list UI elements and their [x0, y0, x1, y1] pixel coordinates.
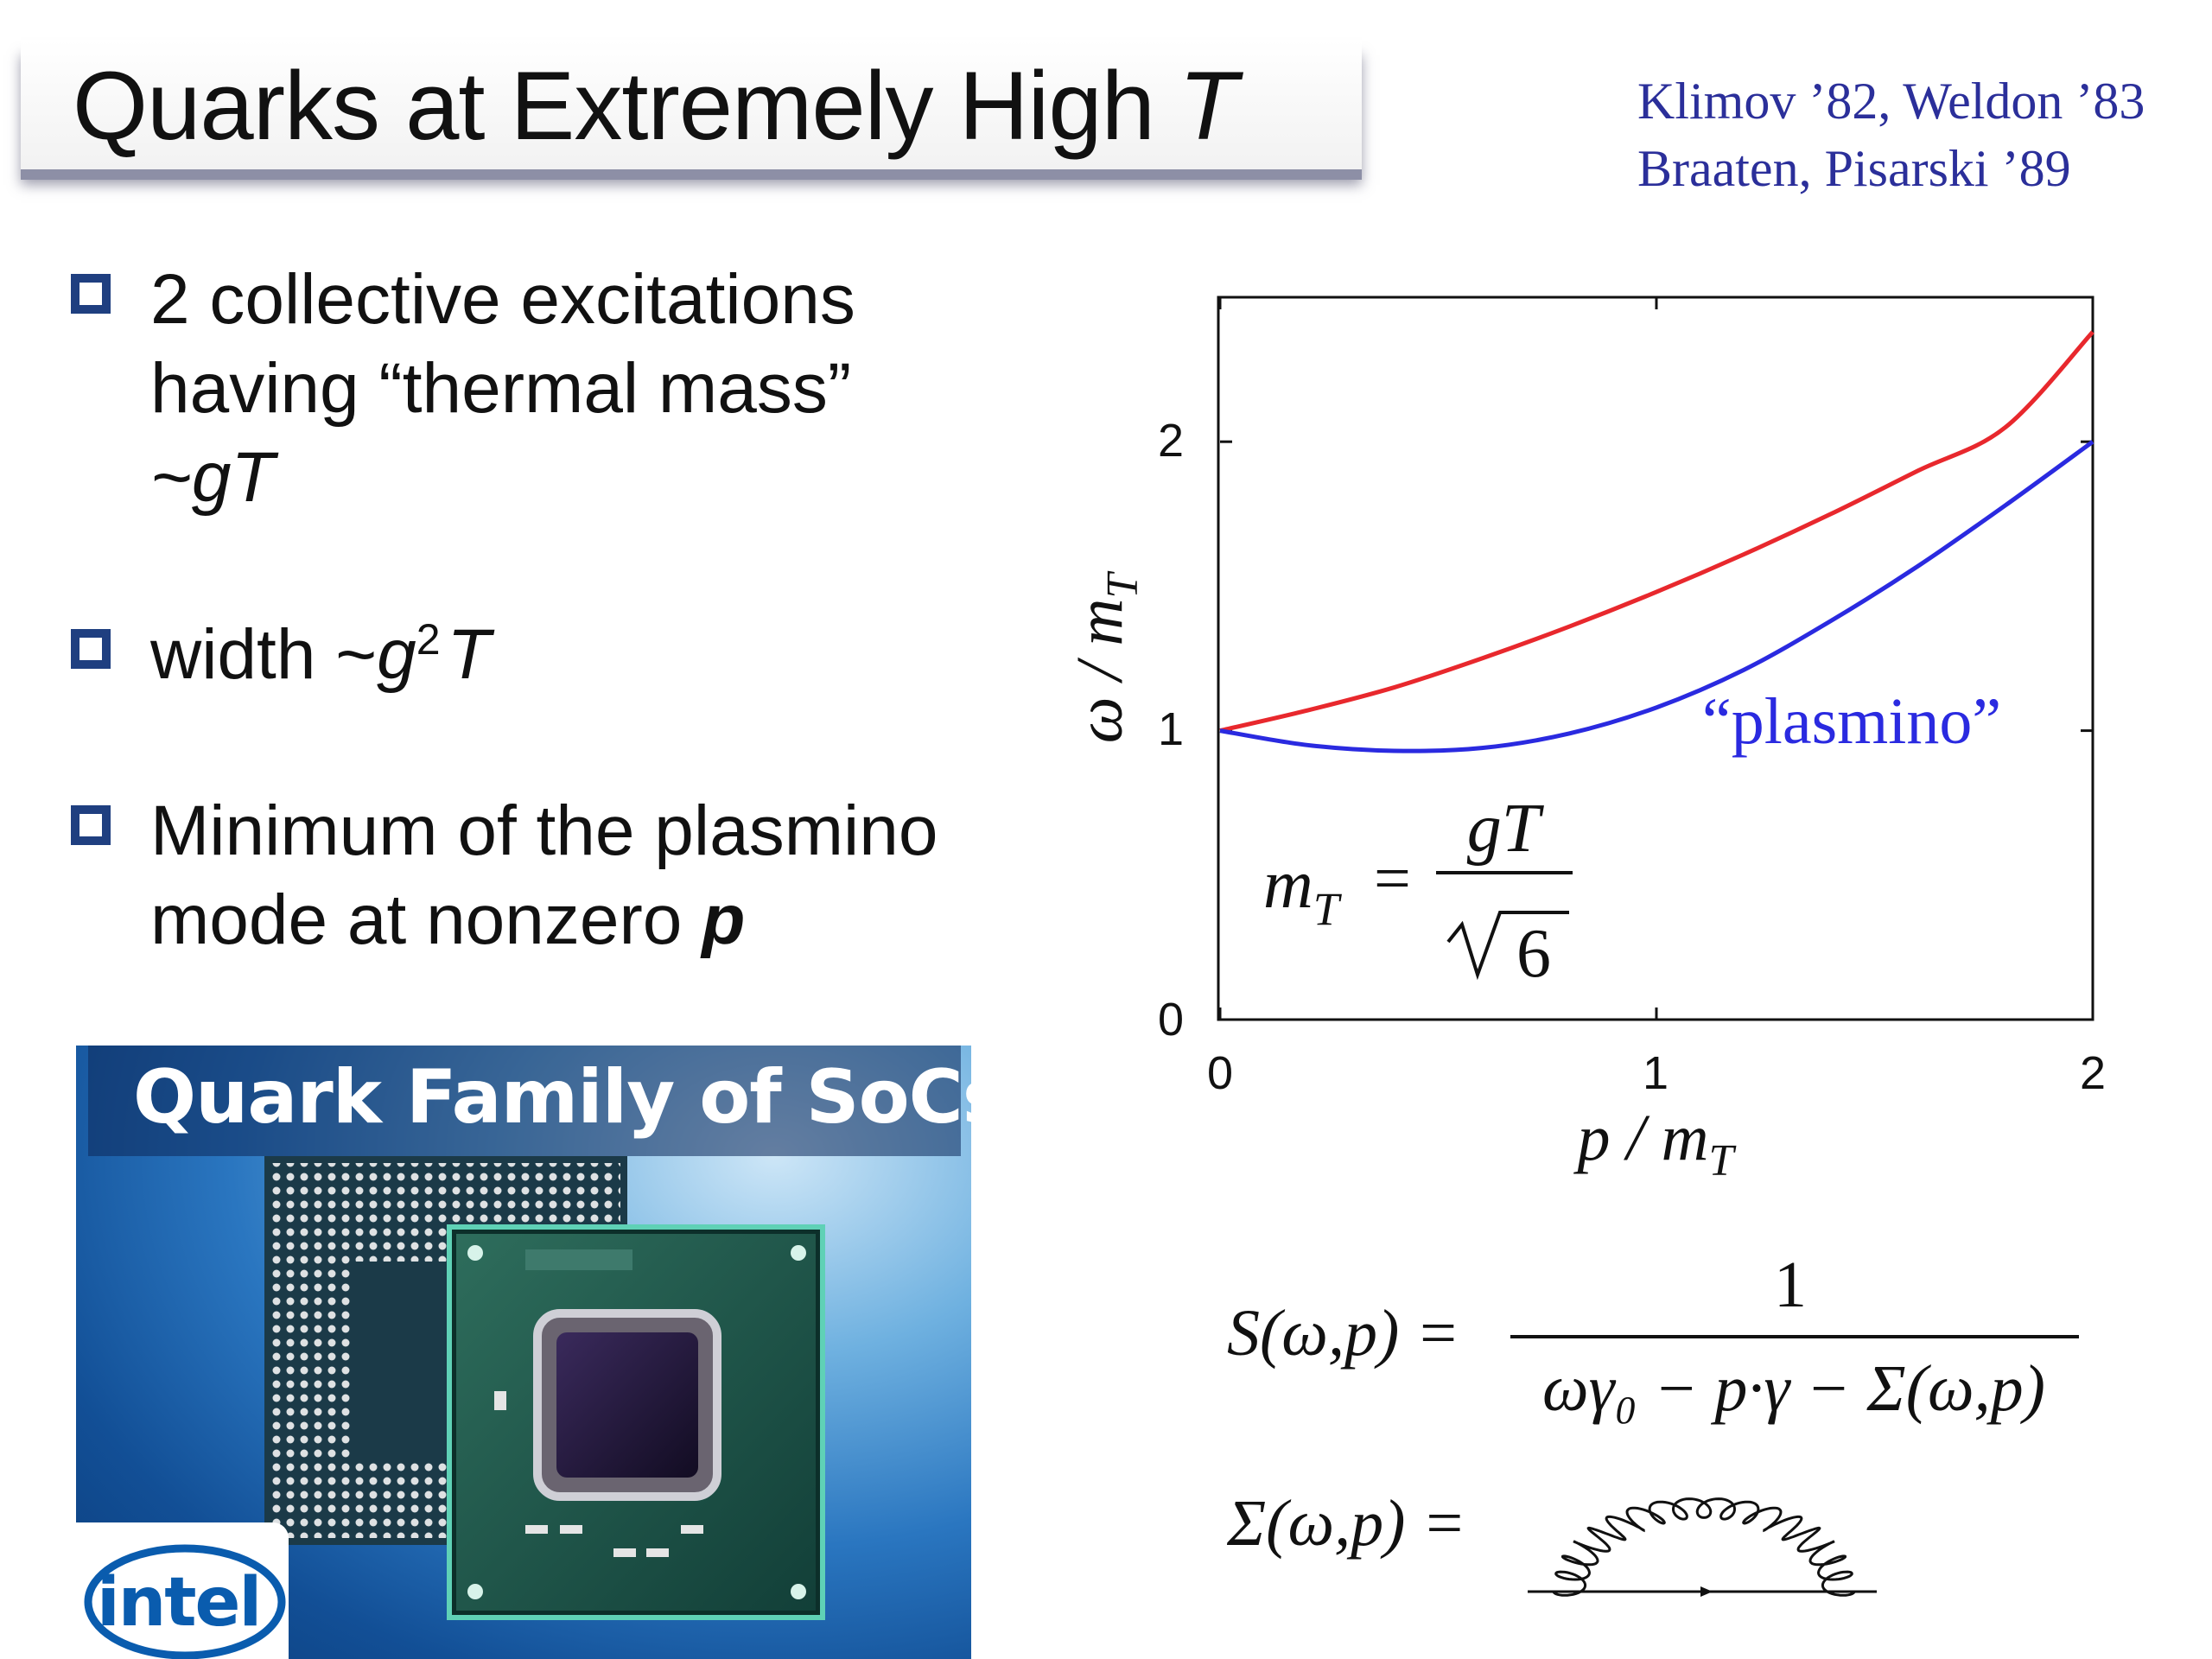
bullet-line: ~gT [150, 438, 275, 517]
bullet-exponent: 2 [416, 615, 441, 664]
bullet-line: having “thermal mass” [150, 349, 852, 428]
soc-caption: Quark Family of SoCs [133, 1054, 971, 1141]
reference-line: Klimov ’82, Weldon ’83 [1637, 73, 2145, 130]
x-axis-label: p / mT [1573, 1102, 1737, 1185]
chip-illustration [264, 1156, 825, 1620]
plasmino-annotation: “plasmino” [1702, 685, 2001, 758]
x-tick-label: 2 [2080, 1047, 2106, 1099]
y-axis-label: ω / mT [1064, 571, 1147, 744]
intel-logo-text: intel [97, 1564, 262, 1642]
bullet-var-T: T [447, 615, 491, 694]
series-line-plasmino [1219, 440, 2094, 753]
thermal-mass-formula: mT = gT 6 [1263, 791, 1573, 992]
intel-logo: intel [76, 1522, 289, 1659]
page-title: Quarks at Extremely High T [73, 52, 1237, 160]
dispersion-chart: 0 1 2 0 1 2 p / mT ω / mT “plasmino” mT … [1064, 296, 2106, 1185]
bullet-box-icon [71, 274, 111, 314]
plot-frame [1217, 296, 2094, 1021]
bullet-box-icon [71, 805, 111, 845]
bullet-text: width ~ [150, 615, 378, 694]
propagator-denominator: ωγ₀ − p·γ − Σ(ω,p) [1542, 1352, 2045, 1425]
propagator-lhs: S(ω,p) = [1227, 1297, 1460, 1370]
propagator-numerator: 1 [1774, 1253, 1807, 1321]
svg-text:mT: mT [1263, 847, 1343, 935]
svg-text:6: 6 [1516, 916, 1551, 992]
reference-line: Braaten, Pisarski ’89 [1637, 140, 2071, 197]
bullet-var-g: g [377, 615, 416, 694]
references: Klimov ’82, Weldon ’83 Braaten, Pisarski… [1637, 67, 2145, 202]
y-tick-label: 0 [1158, 994, 1184, 1046]
loop-diagram-icon [1528, 1497, 1877, 1597]
title-banner: Quarks at Extremely High T [21, 40, 1362, 169]
svg-text:=: = [1374, 842, 1411, 915]
bullet-line: 2 collective excitations [150, 260, 855, 339]
y-tick-label: 1 [1158, 703, 1184, 755]
self-energy-lhs: Σ(ω,p) = [1227, 1487, 1466, 1560]
soc-title-bar: Quark Family of SoCs [88, 1046, 971, 1156]
soc-product-image: Quark Family of SoCs [76, 1046, 971, 1659]
bullet-line: Minimum of the plasmino [150, 791, 938, 870]
bullet-line: mode at nonzero [150, 880, 702, 959]
bullet-box-icon [71, 629, 111, 669]
x-tick-label: 0 [1207, 1047, 1233, 1099]
x-tick-label: 1 [1643, 1047, 1669, 1099]
y-tick-label: 2 [1158, 415, 1184, 467]
svg-text:gT: gT [1467, 791, 1545, 867]
bullet-var-p: p [702, 880, 746, 959]
series-line-upper [1219, 330, 2094, 734]
